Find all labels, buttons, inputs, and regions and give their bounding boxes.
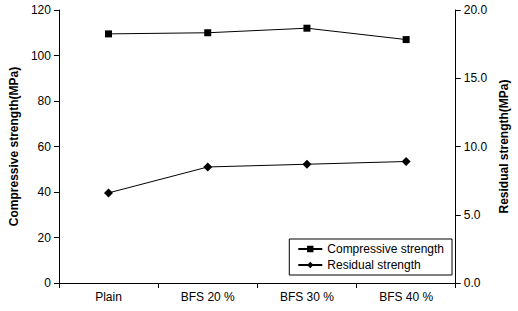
svg-text:BFS 40 %: BFS 40 % [379,290,433,304]
svg-text:40: 40 [38,185,52,199]
svg-text:0.0: 0.0 [464,276,481,290]
svg-text:10.0: 10.0 [464,140,488,154]
svg-text:Residual strength(MPa): Residual strength(MPa) [497,79,511,213]
svg-text:BFS 30 %: BFS 30 % [280,290,334,304]
svg-text:Compressive strength: Compressive strength [327,242,444,256]
svg-text:15.0: 15.0 [464,71,488,85]
svg-text:100: 100 [31,49,51,63]
svg-text:80: 80 [38,94,52,108]
svg-text:0: 0 [44,276,51,290]
svg-text:Residual strength: Residual strength [327,258,420,272]
svg-text:BFS 20 %: BFS 20 % [181,290,235,304]
svg-text:20.0: 20.0 [464,3,488,17]
svg-text:Plain: Plain [95,290,122,304]
svg-text:Compressive strength(MPa): Compressive strength(MPa) [7,67,21,226]
svg-text:60: 60 [38,140,52,154]
svg-text:120: 120 [31,3,51,17]
svg-text:20: 20 [38,231,52,245]
svg-text:5.0: 5.0 [464,208,481,222]
